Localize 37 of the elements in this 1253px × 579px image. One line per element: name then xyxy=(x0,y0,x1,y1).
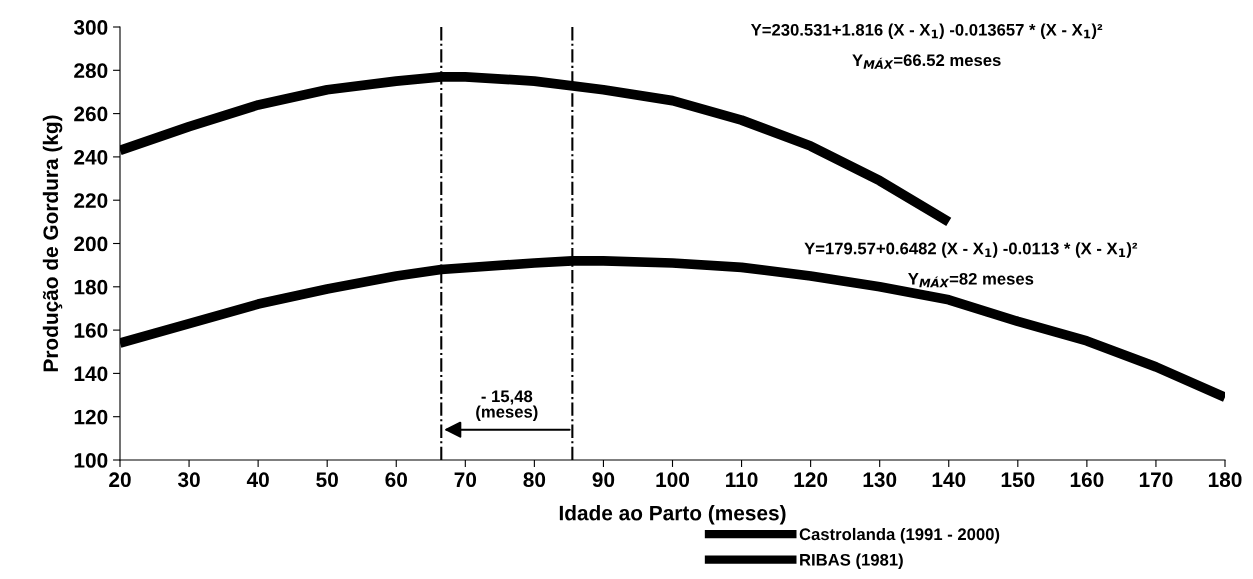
x-tick-label: 100 xyxy=(656,472,690,488)
annotation: - 15,48 (meses) xyxy=(476,390,538,422)
y-tick-label: 300 xyxy=(73,20,108,35)
annotation: Y$_{MÁX}$=82 meses xyxy=(908,272,1034,288)
x-tick-label: 70 xyxy=(454,472,477,488)
x-tick-label: 90 xyxy=(592,472,615,488)
annotation: Y=230.531+1.816 (X - X$_{1}$) -0.013657 * (X - X$_{1}$)² xyxy=(750,23,1103,40)
x-tick-label: 130 xyxy=(863,472,897,488)
x-tick-label: 60 xyxy=(385,472,407,488)
y-tick-label: 160 xyxy=(74,323,108,338)
x-tick-label: 140 xyxy=(932,472,966,488)
y-tick-label: 140 xyxy=(74,366,108,382)
legend-label: RIBAS (1981) xyxy=(800,553,903,569)
x-tick-label: 20 xyxy=(109,472,131,488)
y-tick-label: 200 xyxy=(74,236,108,252)
y-tick-label: 240 xyxy=(74,149,108,165)
x-tick-label: 150 xyxy=(1001,472,1035,488)
legend-label: Castrolanda (1991 - 2000) xyxy=(799,527,1000,544)
annotation: Y$_{MÁX}$=66.52 meses xyxy=(852,54,1001,69)
x-tick-label: 110 xyxy=(726,472,758,488)
y-tick-label: 100 xyxy=(74,453,108,468)
x-axis-title: Idade ao Parto (meses) xyxy=(559,505,786,525)
y-tick-label: 280 xyxy=(74,63,108,79)
y-tick-label: 120 xyxy=(74,409,108,425)
x-tick-label: 170 xyxy=(1139,472,1173,488)
x-tick-label: 80 xyxy=(523,472,546,488)
x-tick-label: 40 xyxy=(246,472,269,488)
y-tick-label: 180 xyxy=(74,279,108,295)
x-tick-label: 30 xyxy=(177,472,200,488)
y-tick-label: 220 xyxy=(74,193,108,208)
x-tick-label: 50 xyxy=(316,472,338,488)
x-tick-label: 180 xyxy=(1208,472,1242,488)
y-tick-label: 260 xyxy=(74,106,108,122)
x-tick-label: 160 xyxy=(1070,472,1104,488)
x-tick-label: 120 xyxy=(794,472,828,488)
annotation: Y=179.57+0.6482 (X - X$_{1}$) -0.0113 * (X - X$_{1}$)² xyxy=(804,242,1138,258)
y-axis-title: Produção de Gordura (kg) xyxy=(42,115,63,372)
